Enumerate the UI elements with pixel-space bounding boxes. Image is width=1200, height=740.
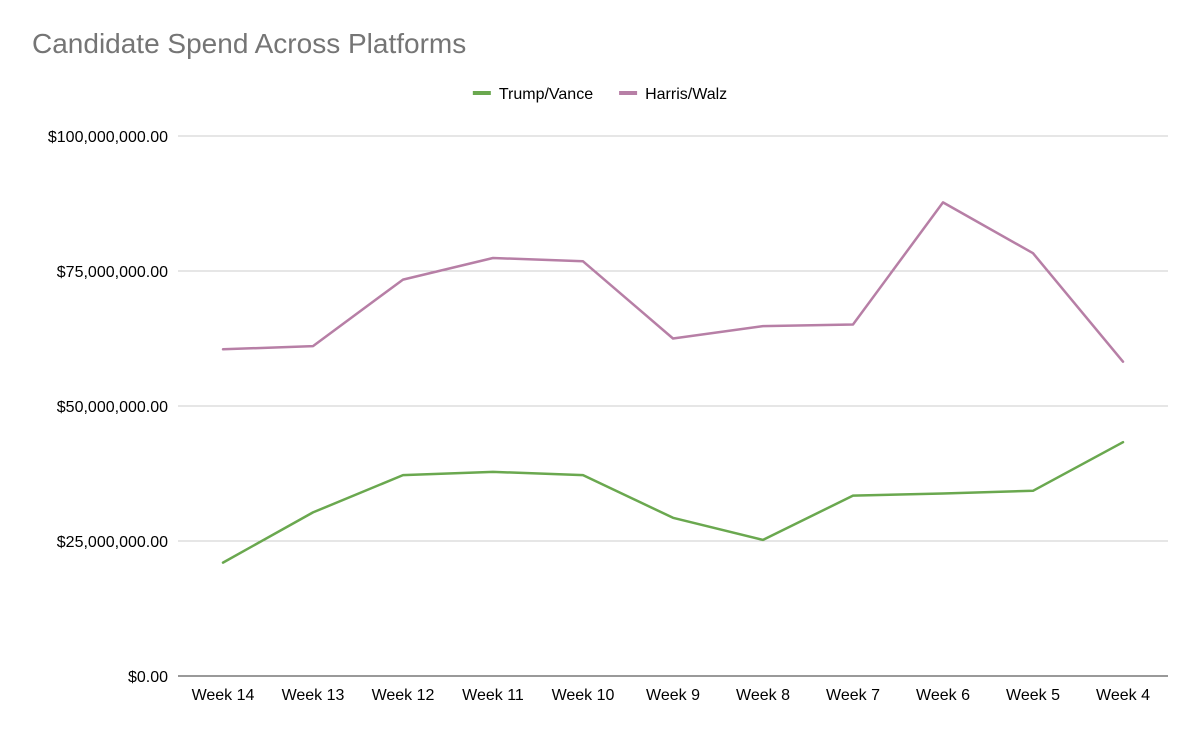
legend-swatch — [472, 91, 491, 95]
x-tick-label: Week 5 — [1006, 687, 1060, 704]
legend-swatch — [619, 91, 638, 95]
x-tick-label: Week 14 — [192, 687, 255, 704]
legend-label: Harris/Walz — [645, 86, 727, 103]
series-line-harris-walz — [221, 201, 1125, 363]
x-axis-tick-labels: Week 14 Week 13 Week 12 Week 11 Week 10 Week … — [192, 687, 1151, 704]
x-tick-label: Week 12 — [372, 687, 435, 704]
y-tick-label: $100,000,000.00 — [48, 129, 168, 146]
series-line-trump-vance — [221, 440, 1125, 564]
y-tick-label: $0.00 — [128, 669, 168, 686]
x-tick-label: Week 6 — [916, 687, 970, 704]
x-tick-label: Week 10 — [552, 687, 615, 704]
chart-legend: Trump/Vance Harris/Walz — [472, 86, 727, 103]
x-tick-label: Week 4 — [1096, 687, 1150, 704]
x-tick-label: Week 13 — [282, 687, 345, 704]
x-tick-label: Week 11 — [462, 687, 524, 704]
chart-series — [221, 201, 1125, 564]
x-tick-label: Week 7 — [826, 687, 880, 704]
y-axis-tick-labels: $0.00 $25,000,000.00 $50,000,000.00 $75,000… — [48, 129, 168, 686]
y-tick-label: $50,000,000.00 — [57, 399, 168, 416]
x-tick-label: Week 9 — [646, 687, 700, 704]
y-tick-label: $25,000,000.00 — [57, 534, 168, 551]
x-tick-label: Week 8 — [736, 687, 790, 704]
legend-label: Trump/Vance — [499, 86, 593, 103]
y-tick-label: $75,000,000.00 — [57, 264, 168, 281]
chart-title: Candidate Spend Across Platforms — [32, 28, 466, 59]
chart-gridlines — [178, 135, 1168, 542]
